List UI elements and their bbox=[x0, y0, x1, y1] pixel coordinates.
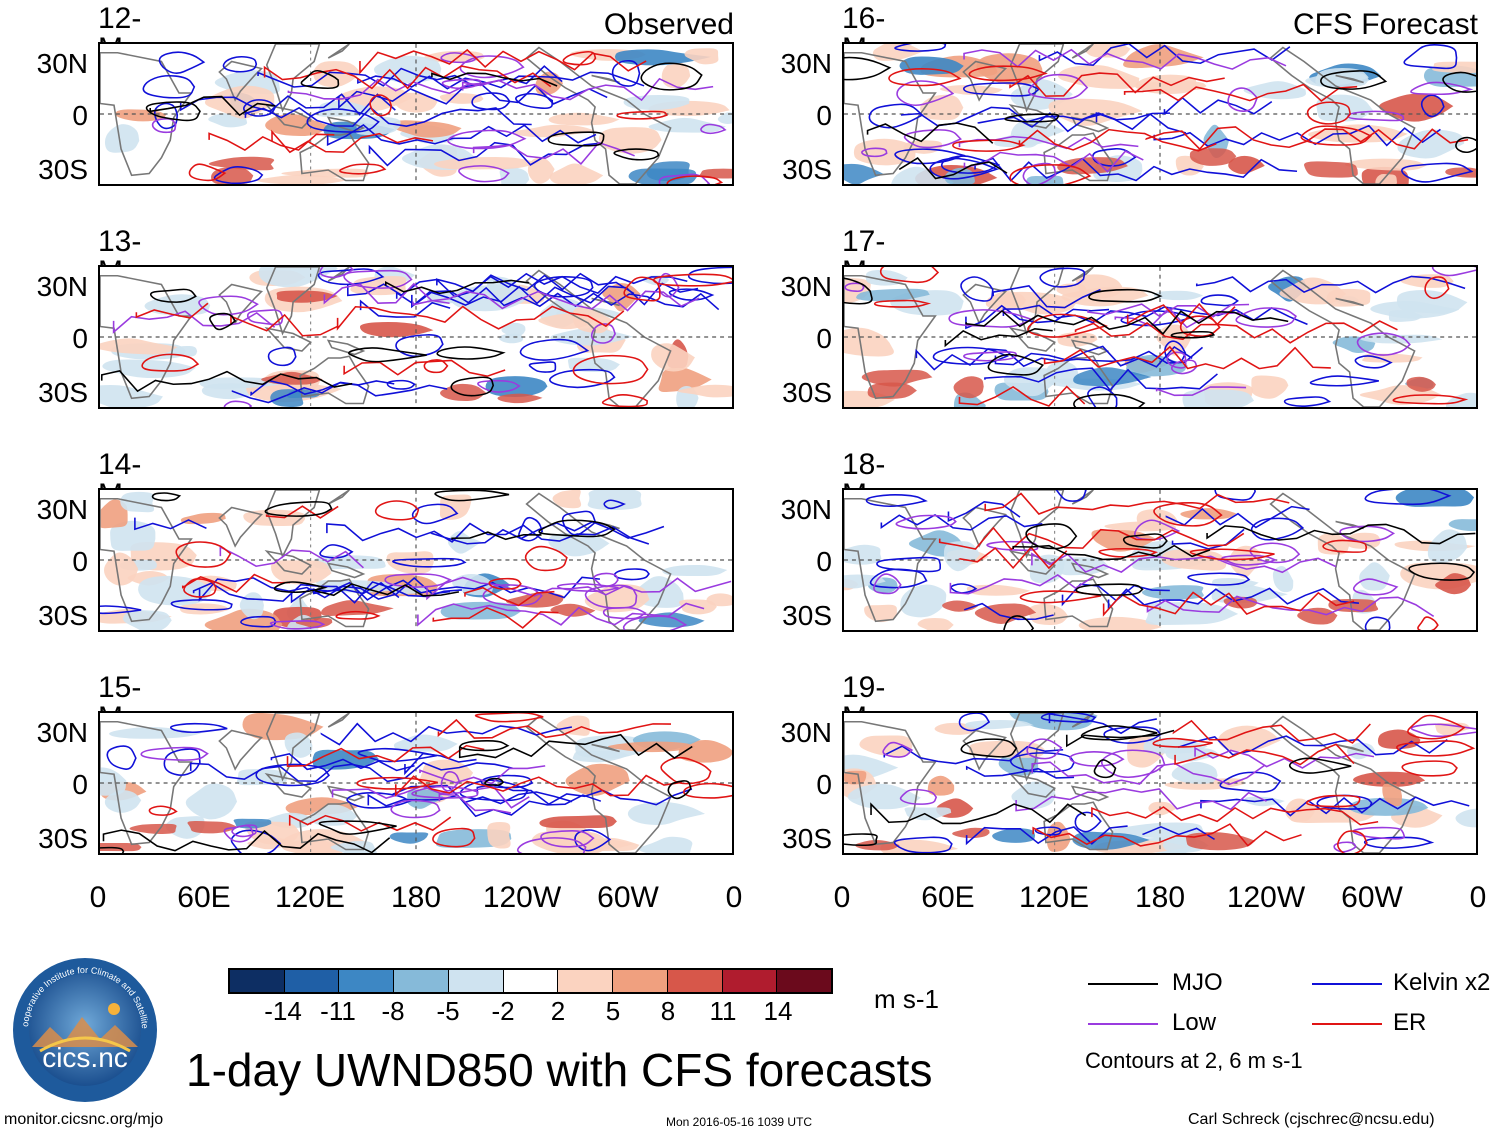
lat-label: 30N bbox=[780, 48, 832, 79]
lat-label: 0 bbox=[816, 546, 832, 577]
legend-note: Contours at 2, 6 m s-1 bbox=[1085, 1048, 1303, 1073]
legend-low-line bbox=[1088, 1023, 1158, 1025]
colorbar-swatch bbox=[557, 970, 613, 992]
lon-label: 120E bbox=[1018, 881, 1090, 914]
logo-text: cics.nc bbox=[42, 1042, 128, 1073]
lon-label: 0 bbox=[833, 881, 851, 914]
forecast-label: CFS Forecast bbox=[1292, 8, 1478, 41]
lat-label: 30S bbox=[782, 600, 832, 631]
colorbar-tick-label: 14 bbox=[763, 996, 793, 1026]
colorbar-tick-label: 8 bbox=[660, 996, 676, 1026]
colorbar-units: m s-1 bbox=[874, 984, 939, 1014]
uwnd-map bbox=[842, 711, 1478, 855]
lat-label: 30S bbox=[782, 154, 832, 185]
legend-kelvin-line bbox=[1312, 983, 1382, 985]
lat-label: 30N bbox=[780, 717, 832, 748]
colorbar-swatch bbox=[612, 970, 667, 992]
lat-label: 0 bbox=[816, 100, 832, 131]
footer-timestamp: Mon 2016-05-16 1039 UTC bbox=[666, 1115, 813, 1129]
uwnd-map bbox=[98, 42, 734, 186]
legend-er-label: ER bbox=[1393, 1009, 1427, 1036]
colorbar-tick-label: 5 bbox=[605, 996, 621, 1026]
uwnd-map bbox=[842, 42, 1478, 186]
colorbar-tick-label: -2 bbox=[491, 996, 515, 1026]
lat-label: 30S bbox=[782, 377, 832, 408]
lon-label: 180 bbox=[390, 881, 442, 914]
cics-logo: cics.nc Cooperative Institute for Climat… bbox=[7, 947, 160, 1105]
lat-label: 30N bbox=[36, 494, 88, 525]
legend-kelvin-label: Kelvin x2 bbox=[1393, 969, 1491, 996]
colorbar-swatch bbox=[338, 970, 394, 992]
observed-label: Observed bbox=[603, 8, 734, 41]
lat-label: 0 bbox=[816, 769, 832, 800]
lat-label: 30S bbox=[38, 154, 88, 185]
footer-author: Carl Schreck (cjschrec@ncsu.edu) bbox=[1188, 1111, 1435, 1128]
colorbar-swatch bbox=[393, 970, 448, 992]
colorbar-swatch bbox=[230, 970, 284, 992]
colorbar bbox=[228, 968, 833, 994]
colorbar-swatch bbox=[776, 970, 832, 992]
legend-er-line bbox=[1312, 1023, 1382, 1025]
uwnd-map bbox=[98, 488, 734, 632]
lon-label: 120E bbox=[274, 881, 346, 914]
lon-label: 120W bbox=[1226, 881, 1306, 914]
lat-label: 30N bbox=[780, 494, 832, 525]
lon-label: 60E bbox=[921, 881, 975, 914]
uwnd-map bbox=[98, 711, 734, 855]
lat-label: 30N bbox=[36, 48, 88, 79]
lat-label: 30N bbox=[36, 717, 88, 748]
lat-label: 0 bbox=[72, 769, 88, 800]
colorbar-tick-label: -8 bbox=[381, 996, 405, 1026]
colorbar-swatch bbox=[721, 970, 777, 992]
lon-label: 0 bbox=[725, 881, 743, 914]
colorbar-swatch bbox=[666, 970, 722, 992]
lon-label: 120W bbox=[482, 881, 562, 914]
colorbar-swatch bbox=[502, 970, 558, 992]
colorbar-swatch bbox=[447, 970, 503, 992]
lat-label: 0 bbox=[816, 323, 832, 354]
uwnd-map bbox=[842, 488, 1478, 632]
lat-label: 30S bbox=[38, 823, 88, 854]
colorbar-tick-label: -11 bbox=[320, 996, 356, 1026]
lat-label: 30S bbox=[782, 823, 832, 854]
colorbar-tick-label: 2 bbox=[550, 996, 566, 1026]
lon-label: 0 bbox=[89, 881, 107, 914]
legend-mjo-line bbox=[1088, 983, 1158, 985]
colorbar-tick-label: -5 bbox=[436, 996, 460, 1026]
lat-label: 0 bbox=[72, 546, 88, 577]
lon-label: 60E bbox=[177, 881, 231, 914]
lat-label: 30N bbox=[36, 271, 88, 302]
lat-label: 30N bbox=[780, 271, 832, 302]
colorbar-swatch bbox=[283, 970, 339, 992]
lat-label: 0 bbox=[72, 323, 88, 354]
lon-label: 60W bbox=[1341, 881, 1403, 914]
lat-label: 30S bbox=[38, 600, 88, 631]
lat-label: 0 bbox=[72, 100, 88, 131]
colorbar-tick-label: -14 bbox=[264, 996, 302, 1026]
lon-label: 180 bbox=[1134, 881, 1186, 914]
footer-url: monitor.cicsnc.org/mjo bbox=[4, 1111, 164, 1128]
figure-title: 1-day UWND850 with CFS forecasts bbox=[186, 1044, 933, 1096]
colorbar-tick-label: 11 bbox=[709, 996, 737, 1026]
uwnd-map bbox=[842, 265, 1478, 409]
lon-label: 60W bbox=[597, 881, 659, 914]
lat-label: 30S bbox=[38, 377, 88, 408]
legend-low-label: Low bbox=[1172, 1009, 1217, 1036]
legend-mjo-label: MJO bbox=[1172, 969, 1223, 996]
uwnd-map bbox=[98, 265, 734, 409]
lon-label: 0 bbox=[1469, 881, 1487, 914]
